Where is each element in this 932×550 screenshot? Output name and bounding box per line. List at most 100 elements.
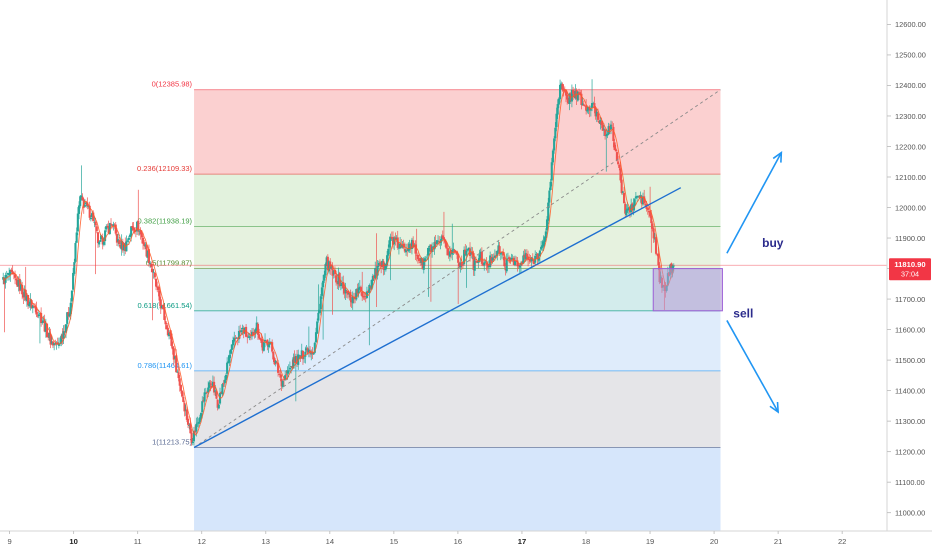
candle-body [618, 165, 621, 168]
candle-body [637, 195, 640, 197]
candle-body [156, 286, 159, 288]
candle-body [233, 337, 236, 342]
candle-body [204, 392, 207, 394]
candle-body [275, 362, 278, 364]
sell-arrow[interactable] [726, 320, 780, 414]
candle-body [284, 375, 287, 380]
candle-body [364, 297, 367, 299]
candle-body [73, 262, 76, 274]
candle-body [313, 342, 316, 353]
candle [389, 233, 392, 281]
candle-body [585, 105, 588, 111]
candle-body [44, 323, 47, 332]
time-tick-label: 20 [710, 537, 718, 546]
candle-body [83, 205, 87, 207]
candle-body [216, 399, 219, 408]
candle [102, 238, 105, 247]
candle [24, 266, 27, 302]
candle [580, 89, 583, 110]
candle-body [36, 315, 39, 317]
candle-body [192, 430, 196, 442]
candle [216, 399, 219, 411]
candle [313, 341, 316, 355]
candle-body [214, 390, 217, 393]
candle [434, 234, 437, 249]
candle [176, 369, 179, 373]
candle [201, 396, 204, 419]
candle [460, 255, 463, 271]
fib-level-label: 0(12385.98) [152, 80, 193, 89]
candle [587, 106, 590, 115]
candle-body [450, 250, 453, 254]
candle [542, 235, 545, 252]
candle [657, 246, 660, 271]
candle-body [363, 296, 366, 297]
candle [339, 280, 342, 291]
candle-body [376, 265, 379, 276]
fib-level-label: 0.618(11661.54) [138, 301, 193, 310]
candle-body [172, 348, 175, 360]
candle-body [254, 328, 257, 334]
fib-level-label: 0.236(12109.33) [137, 164, 193, 173]
trendlines[interactable] [193, 89, 721, 449]
candle-body [380, 262, 383, 267]
fib-zone-0_236 [194, 174, 721, 227]
candle [237, 325, 241, 344]
candle [143, 239, 146, 250]
candle [159, 296, 162, 314]
candle-body [271, 342, 274, 352]
candle [137, 189, 140, 236]
candle [205, 390, 209, 399]
entry-zone-box[interactable] [652, 268, 723, 312]
candle-body [38, 313, 41, 315]
buy-arrow[interactable] [726, 150, 783, 254]
candle-body [391, 237, 395, 245]
candle-body [6, 273, 9, 275]
candle-body [205, 392, 209, 393]
candle [365, 286, 368, 299]
candle [636, 195, 639, 202]
candle-body [188, 425, 191, 427]
candle [147, 244, 150, 267]
candle [369, 285, 372, 291]
candle-body [17, 279, 20, 287]
candle-body [75, 232, 78, 243]
candle [41, 317, 44, 325]
candle [357, 282, 360, 298]
candle [359, 285, 363, 296]
candle-body [152, 271, 155, 273]
candle-body [94, 221, 97, 226]
fib-diagonal[interactable] [193, 89, 721, 448]
candle-body [601, 124, 604, 131]
candle [649, 186, 652, 219]
support-trendline[interactable] [193, 187, 682, 449]
candle-body [607, 126, 610, 135]
candle-body [348, 293, 351, 295]
candle [43, 314, 46, 333]
candle [557, 97, 560, 109]
candle [464, 243, 467, 257]
candle-body [486, 263, 489, 268]
candle [152, 269, 155, 279]
candle-body [496, 250, 499, 256]
candle-body [175, 355, 178, 373]
candle-body [23, 289, 26, 297]
trade-annotations[interactable]: buy sell [652, 150, 784, 414]
candle [279, 369, 282, 382]
candle [383, 262, 386, 275]
candle-body [5, 275, 8, 277]
candle-body [339, 285, 342, 287]
candle [572, 86, 575, 101]
candle-body [523, 254, 526, 259]
candle-body [581, 103, 584, 106]
candle [139, 227, 142, 240]
candle-body [87, 205, 90, 207]
candle [35, 301, 38, 318]
candle-body [636, 196, 639, 198]
fibonacci-retracement[interactable]: 0(12385.98) 0.236(12109.33) 0.382(11938.19… [137, 80, 721, 531]
candle-body [577, 92, 581, 94]
candle-body [519, 262, 523, 266]
candle-body [587, 106, 590, 111]
candle [158, 286, 161, 306]
